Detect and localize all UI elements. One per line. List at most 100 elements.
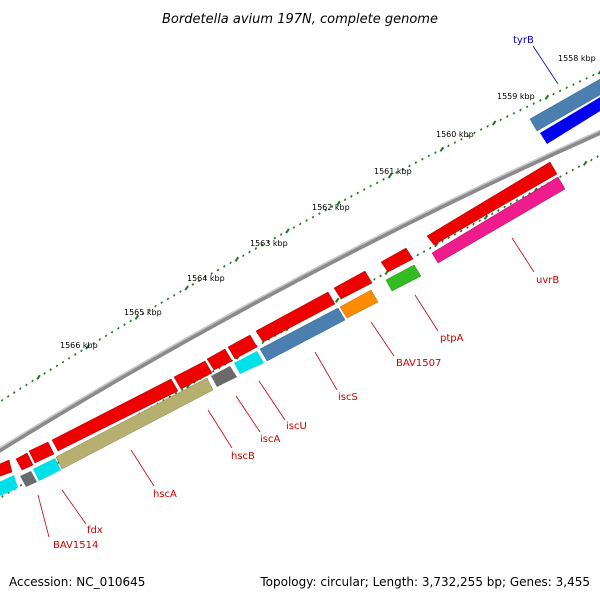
feature-iscS-steelblue[interactable] (259, 307, 346, 362)
cds-BAV1514-outer[interactable] (15, 452, 34, 471)
outer-tick-34 (197, 279, 201, 283)
feature-BAV1514-gray[interactable] (20, 471, 37, 487)
cds-fdx-outer[interactable] (28, 441, 55, 464)
outer-tick-70 (427, 154, 431, 158)
gene-label-hscB[interactable]: hscB (231, 451, 255, 462)
outer-tick-68 (414, 161, 418, 164)
inner-tick-84 (509, 202, 513, 206)
outer-tick-27 (154, 304, 157, 308)
kbp-label-1561: 1561 kbp (374, 167, 412, 176)
outer-tick-69 (421, 157, 424, 161)
inner-tick-70 (422, 250, 426, 253)
gene-label-iscU[interactable]: iscU (286, 421, 307, 432)
feature-tyrB-blue[interactable] (540, 96, 600, 144)
kbp-label-1565: 1565 kbp (124, 308, 162, 317)
feature-ptpA-green[interactable] (385, 264, 422, 292)
outer-tick-25 (141, 312, 145, 315)
outer-tick-67 (408, 164, 411, 168)
outer-tick-57 (343, 198, 347, 202)
cds-ptpA-outer[interactable] (380, 247, 414, 273)
outer-tick-86 (532, 102, 535, 105)
label-leaders (37, 45, 559, 538)
gene-label-fdx[interactable]: fdx (87, 525, 103, 536)
gene-label-iscS[interactable]: iscS (338, 392, 358, 403)
inner-tick-95 (577, 165, 581, 169)
gene-label-hscA[interactable]: hscA (153, 489, 177, 500)
outer-tick-85 (525, 105, 529, 109)
outer-tick-56 (336, 200, 341, 206)
kbp-label-1558: 1558 kbp (558, 54, 596, 63)
outer-tick-79 (486, 124, 489, 128)
outer-tick-10 (49, 368, 52, 371)
gene-label-iscA[interactable]: iscA (260, 434, 280, 445)
outer-tick-43 (254, 247, 258, 250)
outer-tick-38 (223, 265, 226, 268)
kbp-label-1559: 1559 kbp (497, 92, 535, 101)
genome-backbone-highlight (0, 129, 600, 449)
feature-fdx-cyan[interactable] (33, 458, 61, 481)
outer-tick-29 (166, 297, 170, 301)
outer-tick-52 (311, 215, 315, 219)
outer-tick-96 (597, 69, 600, 75)
cds-tyrB-outer[interactable] (529, 78, 600, 132)
inner-tick-74 (447, 236, 451, 240)
inner-tick-83 (503, 205, 506, 209)
outer-tick-63 (382, 178, 385, 181)
feature-BAV1507-orange[interactable] (339, 289, 379, 319)
inner-tick-96 (582, 160, 588, 166)
gene-label-BAV1507[interactable]: BAV1507 (396, 358, 441, 369)
feature-iscA-gray[interactable] (211, 366, 237, 387)
feature-iscU-cyan[interactable] (234, 351, 264, 374)
gene-label-uvrB[interactable]: uvrB (536, 275, 559, 286)
inner-tick-2 (1, 495, 4, 498)
outer-tick-46 (273, 236, 277, 240)
feature-offscreen-cyan[interactable] (0, 475, 18, 498)
feature-hscA-olive[interactable] (55, 377, 214, 470)
outer-tick-31 (179, 290, 182, 293)
inner-tick-77 (466, 226, 469, 229)
cds-offscreen-outer[interactable] (0, 459, 13, 478)
outer-tick-14 (73, 353, 77, 356)
outer-tick-83 (512, 111, 516, 115)
outer-tick-62 (375, 181, 379, 185)
outer-tick-ring (0, 69, 600, 402)
inner-tick-30 (174, 391, 178, 395)
cds-uvrB-outer[interactable] (426, 161, 558, 246)
outer-tick-51 (305, 219, 308, 222)
feature-uvrB-pink[interactable] (431, 176, 566, 264)
inner-tick-98 (596, 155, 599, 158)
outer-tick-11 (55, 364, 59, 368)
inner-tick-72 (434, 242, 439, 248)
outer-tick-84 (519, 108, 522, 112)
gene-label-ptpA[interactable]: ptpA (440, 333, 464, 344)
cds-iscA-outer[interactable] (206, 348, 233, 371)
gene-label-tyrB[interactable]: tyrB (513, 35, 534, 46)
outer-tick-66 (401, 167, 405, 171)
outer-tick-36 (210, 272, 213, 275)
leader-uvrB (511, 237, 535, 273)
outer-tick-54 (324, 208, 327, 212)
cds-BAV1507-outer[interactable] (333, 270, 373, 300)
cds-hscA-outer[interactable] (51, 378, 179, 452)
outer-tick-48 (285, 228, 290, 234)
outer-tick-32 (184, 285, 189, 291)
outer-tick-94 (585, 76, 588, 80)
outer-tick-60 (362, 188, 366, 191)
cds-hscB-outer[interactable] (173, 360, 213, 390)
gene-label-BAV1514[interactable]: BAV1514 (53, 540, 98, 551)
outer-tick-9 (43, 372, 46, 375)
outer-tick-58 (350, 195, 353, 198)
outer-tick-28 (160, 301, 163, 304)
cds-iscS-outer[interactable] (255, 291, 336, 343)
outer-tick-13 (67, 356, 71, 360)
genome-backbone (0, 129, 600, 453)
outer-tick-12 (61, 360, 65, 364)
leader-iscS (314, 351, 338, 391)
inner-tick-69 (416, 253, 420, 257)
outer-tick-20 (110, 330, 114, 334)
inner-tick-63 (379, 274, 382, 278)
outer-tick-72 (439, 146, 445, 152)
outer-tick-6 (25, 383, 28, 387)
outer-tick-4 (12, 391, 16, 394)
cds-iscU-outer[interactable] (227, 334, 258, 360)
